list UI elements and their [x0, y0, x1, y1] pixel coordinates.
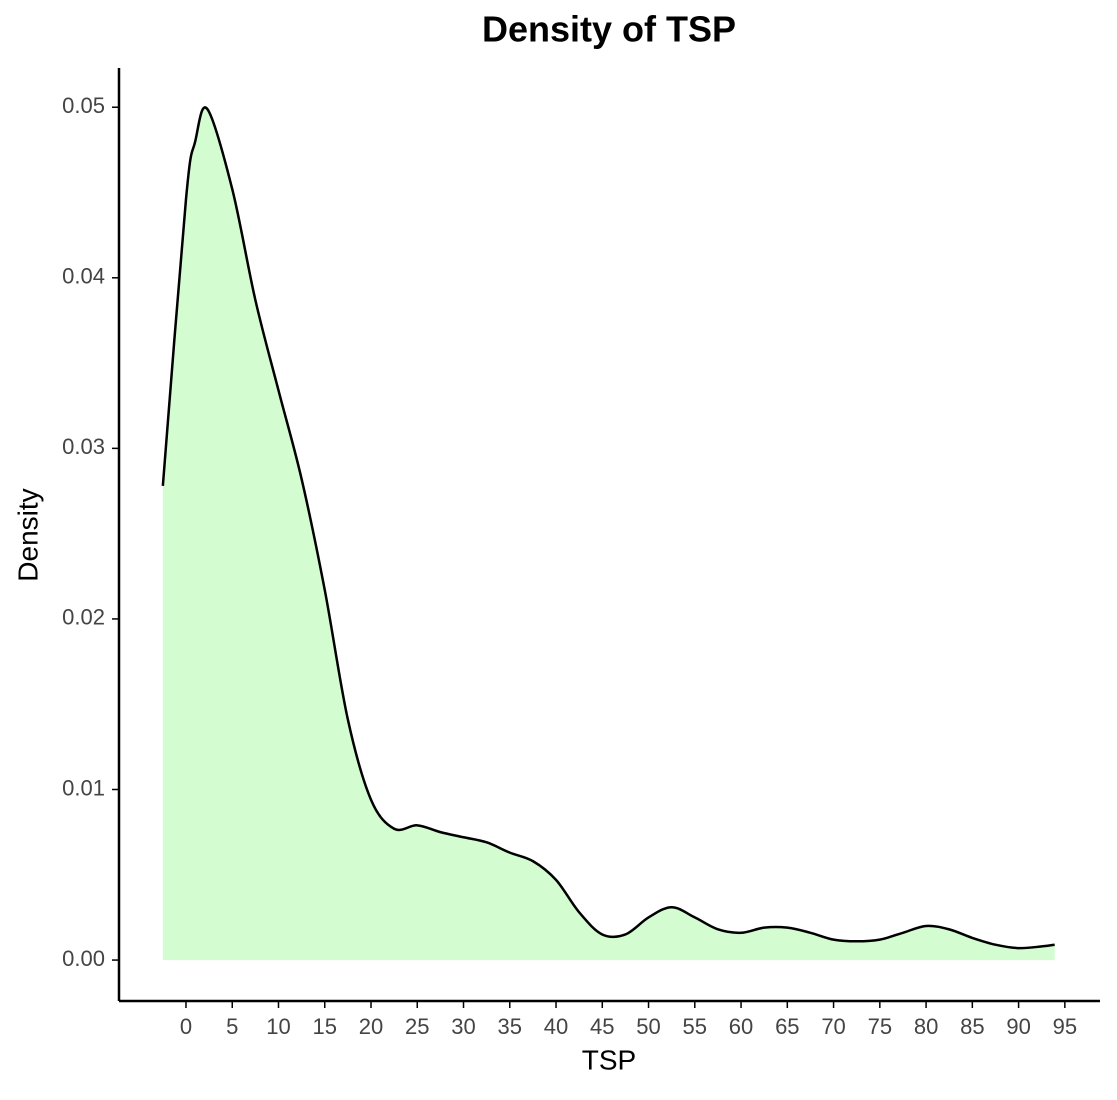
y-tick-label: 0.00	[62, 946, 105, 971]
x-tick-label: 70	[821, 1014, 845, 1039]
x-axis-title: TSP	[582, 1044, 636, 1075]
x-tick-label: 25	[405, 1014, 429, 1039]
x-tick-label: 65	[775, 1014, 799, 1039]
x-tick-label: 15	[313, 1014, 337, 1039]
y-tick-label: 0.03	[62, 434, 105, 459]
x-tick-label: 95	[1053, 1014, 1077, 1039]
y-axis-title: Density	[12, 488, 43, 581]
x-tick-label: 90	[1006, 1014, 1030, 1039]
x-tick-label: 45	[590, 1014, 614, 1039]
chart-title: Density of TSP	[482, 9, 736, 50]
x-tick-label: 80	[914, 1014, 938, 1039]
x-tick-label: 75	[868, 1014, 892, 1039]
density-area	[162, 107, 1055, 961]
y-tick-label: 0.04	[62, 264, 105, 289]
x-tick-label: 50	[636, 1014, 660, 1039]
x-tick-label: 0	[180, 1014, 192, 1039]
x-tick-label: 5	[226, 1014, 238, 1039]
density-line	[161, 106, 1055, 950]
x-tick-label: 55	[683, 1014, 707, 1039]
x-tick-label: 85	[960, 1014, 984, 1039]
x-tick-label: 35	[498, 1014, 522, 1039]
y-tick-label: 0.02	[62, 605, 105, 630]
x-tick-label: 60	[729, 1014, 753, 1039]
x-tick-label: 40	[544, 1014, 568, 1039]
x-tick-label: 20	[359, 1014, 383, 1039]
x-tick-label: 10	[266, 1014, 290, 1039]
y-tick-label: 0.01	[62, 775, 105, 800]
x-tick-label: 30	[451, 1014, 475, 1039]
y-tick-label: 0.05	[62, 93, 105, 118]
